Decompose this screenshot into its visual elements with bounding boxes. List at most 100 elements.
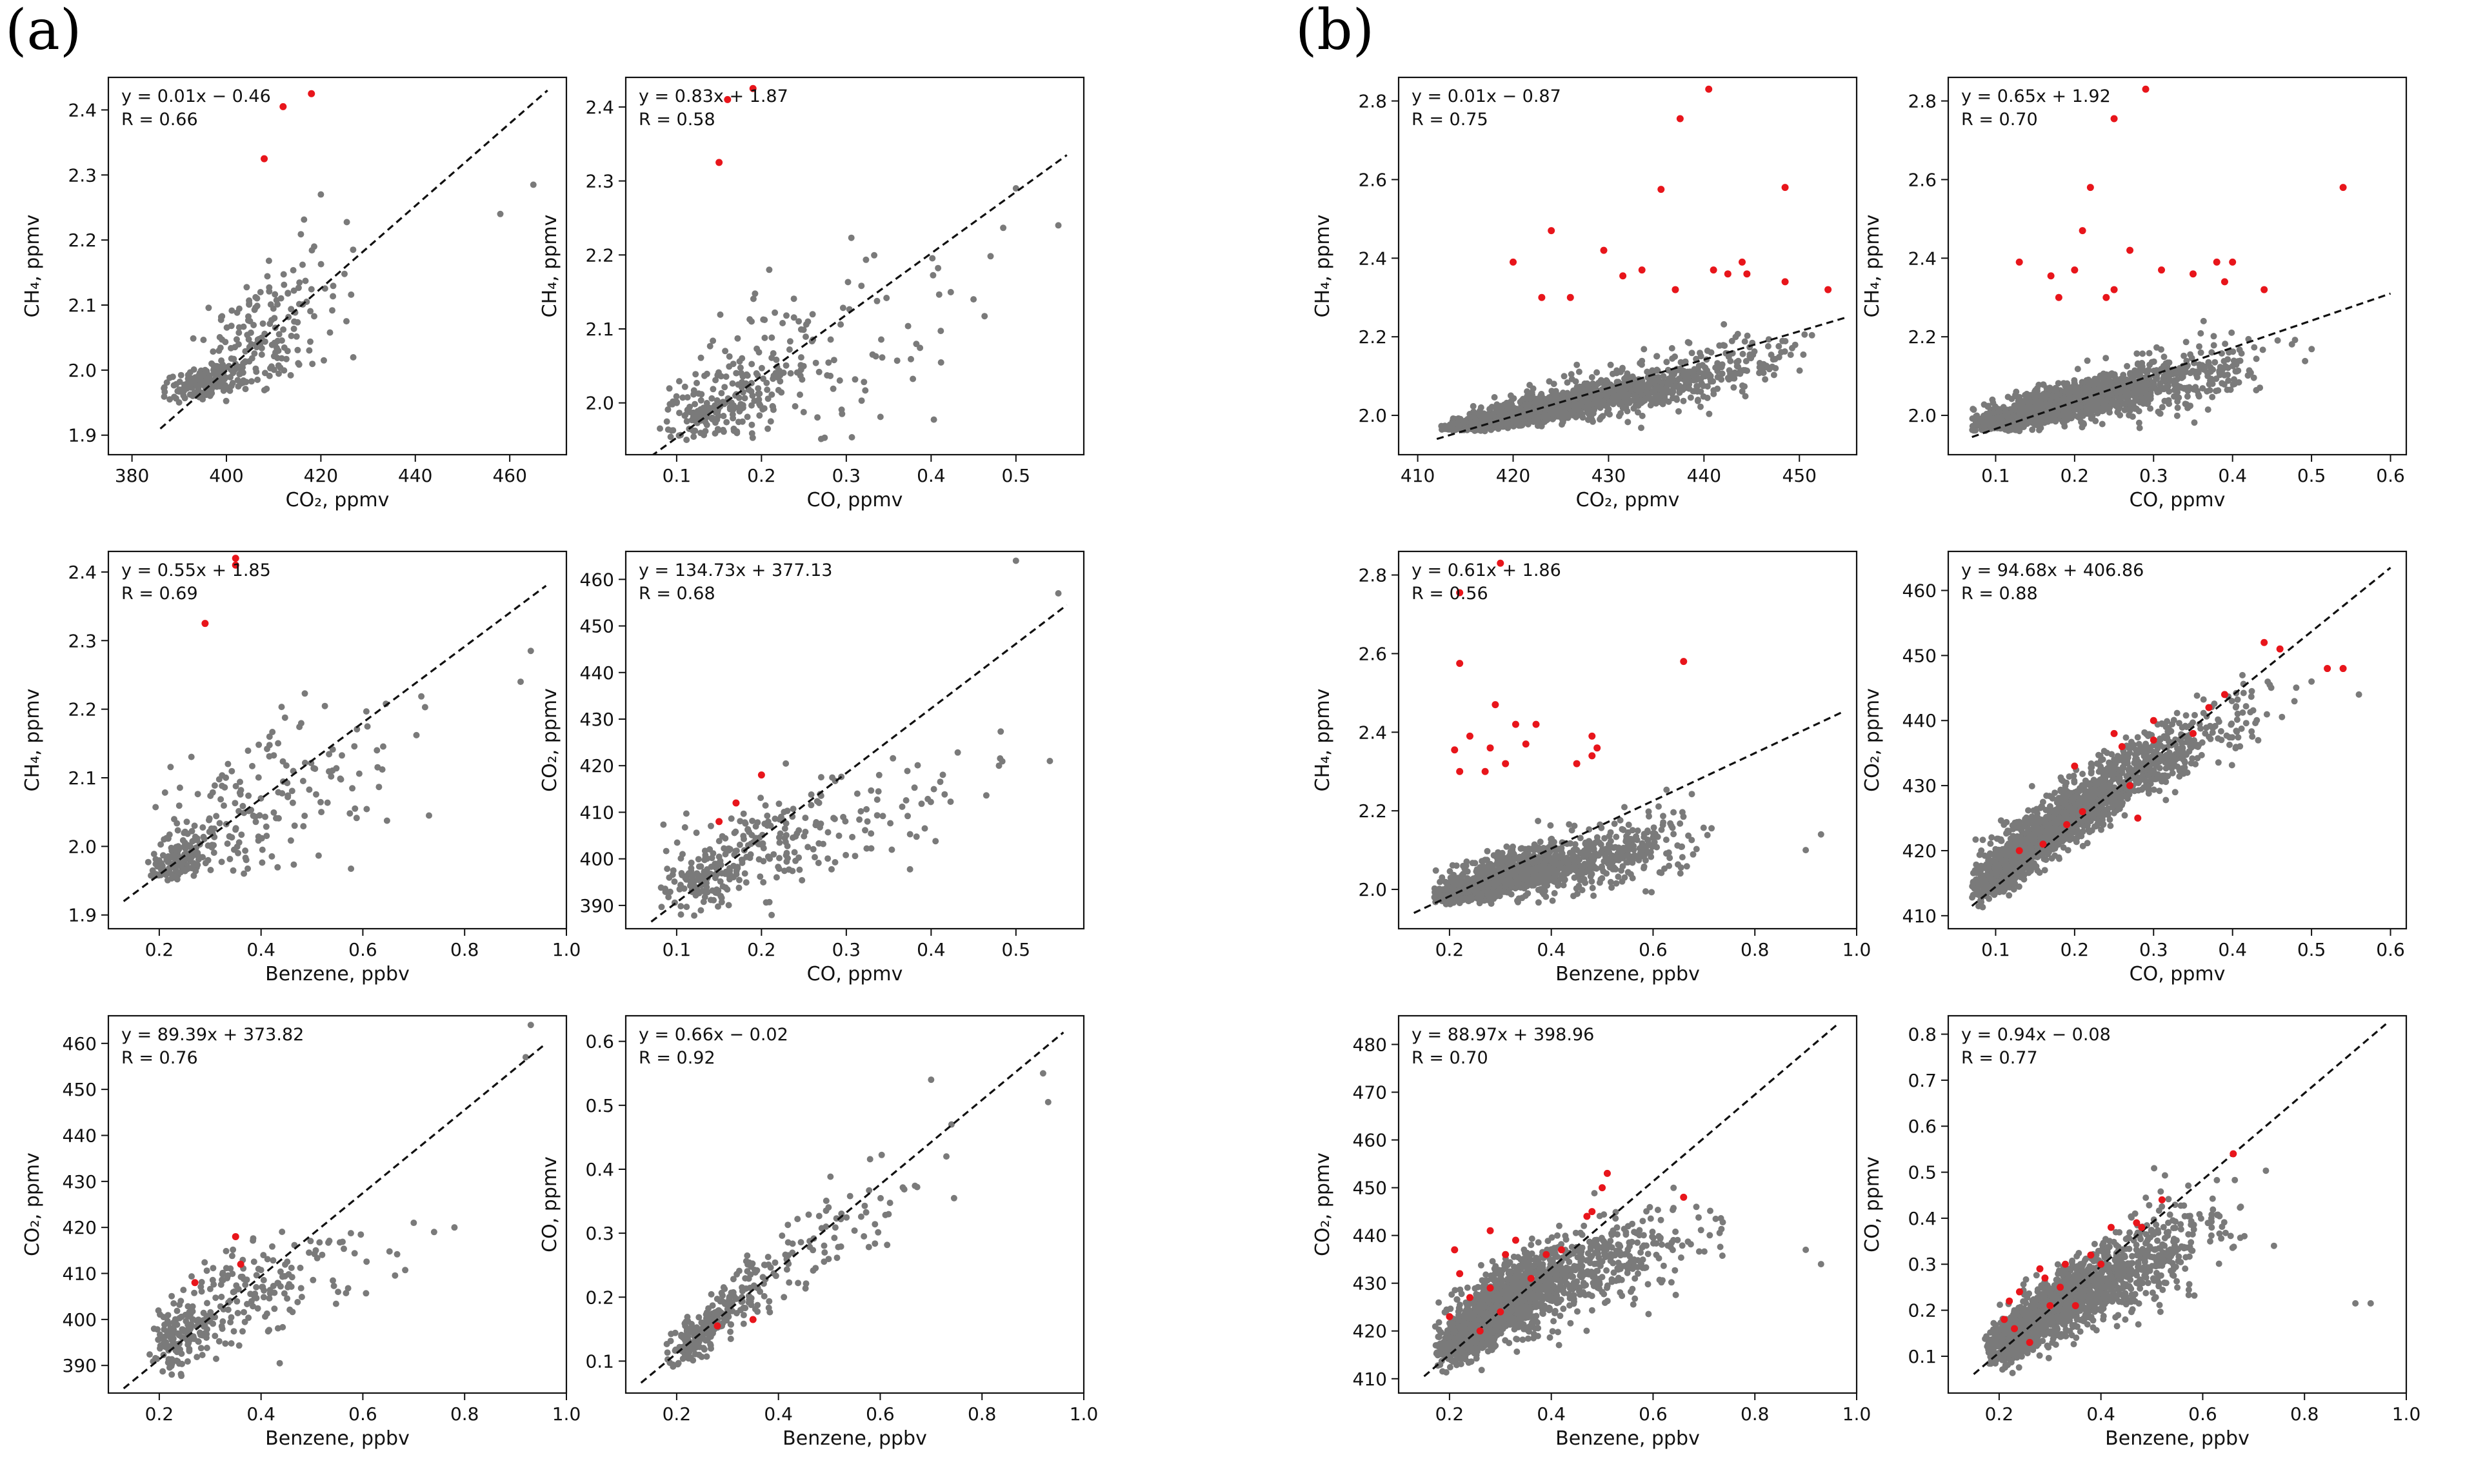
data-point xyxy=(2146,350,2153,357)
data-point xyxy=(283,762,290,769)
data-point xyxy=(294,346,301,353)
data-point xyxy=(715,853,723,860)
data-point xyxy=(715,426,722,433)
data-point xyxy=(239,802,246,809)
x-axis-label: Benzene, ppbv xyxy=(265,963,410,985)
data-point xyxy=(1543,413,1550,420)
data-point xyxy=(168,1292,175,1300)
data-point xyxy=(245,865,251,872)
data-point xyxy=(712,377,719,384)
data-point xyxy=(1669,355,1676,362)
data-point xyxy=(203,1267,210,1274)
data-point xyxy=(351,1250,358,1257)
data-point xyxy=(222,374,229,381)
data-point xyxy=(194,849,201,856)
data-point xyxy=(719,883,726,890)
data-point xyxy=(354,726,361,733)
data-point xyxy=(1702,373,1709,380)
data-point xyxy=(1590,380,1596,387)
data-point xyxy=(357,1231,364,1238)
data-point xyxy=(740,1320,747,1327)
data-point xyxy=(167,764,174,771)
data-point xyxy=(264,746,270,753)
data-point xyxy=(997,728,1004,735)
data-point xyxy=(262,813,268,820)
y-axis-label: CH₄, ppmv xyxy=(1312,215,1334,318)
data-point xyxy=(242,386,249,393)
x-tick-label: 420 xyxy=(1496,465,1530,486)
data-point xyxy=(346,810,354,817)
data-point xyxy=(722,348,729,355)
data-point xyxy=(240,360,247,367)
data-point xyxy=(706,342,714,350)
data-point xyxy=(274,355,281,361)
data-point xyxy=(190,872,197,879)
data-point xyxy=(210,348,217,355)
outlier-point xyxy=(724,95,732,103)
data-point xyxy=(1595,380,1602,387)
data-point xyxy=(163,871,170,878)
data-point xyxy=(757,795,764,802)
data-point xyxy=(291,822,298,829)
fit-line xyxy=(159,89,548,430)
data-point xyxy=(1668,345,1675,351)
data-point xyxy=(270,809,277,816)
data-point xyxy=(875,771,883,778)
data-point xyxy=(337,775,344,782)
regression-equation: y = 0.01x − 0.46 xyxy=(121,86,271,106)
plot-frame xyxy=(624,76,1085,456)
data-point xyxy=(188,864,195,871)
data-point xyxy=(924,795,932,802)
data-point xyxy=(392,1272,399,1279)
data-point xyxy=(159,1368,166,1375)
data-point xyxy=(741,835,747,842)
data-point xyxy=(755,840,762,847)
data-point xyxy=(219,336,226,343)
data-point xyxy=(162,1343,169,1350)
data-point xyxy=(877,413,884,420)
data-point xyxy=(2213,375,2220,382)
data-point xyxy=(748,421,755,428)
data-point xyxy=(1012,557,1019,564)
data-point xyxy=(772,1272,779,1280)
data-point xyxy=(306,786,313,793)
data-point xyxy=(715,369,722,376)
data-point xyxy=(688,877,695,884)
data-point xyxy=(168,1371,175,1378)
data-point xyxy=(791,849,798,856)
outlier-point xyxy=(232,1232,239,1240)
data-point xyxy=(252,818,259,826)
data-point xyxy=(879,813,886,820)
data-point xyxy=(815,860,822,866)
data-point xyxy=(1676,375,1682,382)
data-point xyxy=(1620,384,1627,391)
data-point xyxy=(2196,343,2202,350)
data-point xyxy=(247,329,254,336)
correlation-coefficient: R = 0.75 xyxy=(1412,110,1488,130)
outlier-point xyxy=(1781,184,1789,192)
data-point xyxy=(744,1252,751,1259)
data-point xyxy=(824,829,832,836)
y-tick-label: 2.4 xyxy=(585,97,614,118)
data-point xyxy=(827,336,834,343)
data-point xyxy=(217,1281,225,1288)
data-point xyxy=(410,1220,417,1227)
data-point xyxy=(784,842,791,849)
fit-line xyxy=(123,1042,547,1390)
data-point xyxy=(330,1277,336,1284)
data-point xyxy=(250,1303,256,1310)
data-point xyxy=(171,1320,178,1327)
data-point xyxy=(737,818,744,825)
data-point xyxy=(313,791,319,798)
data-point xyxy=(683,437,690,443)
correlation-coefficient: R = 0.66 xyxy=(121,110,198,130)
data-point xyxy=(673,393,680,400)
data-point xyxy=(827,372,834,379)
data-point xyxy=(688,859,695,866)
data-point xyxy=(1762,376,1769,383)
data-point xyxy=(858,282,865,290)
data-point xyxy=(223,397,230,404)
data-point xyxy=(186,1309,193,1316)
data-point xyxy=(2210,342,2217,349)
data-point xyxy=(2274,337,2281,344)
